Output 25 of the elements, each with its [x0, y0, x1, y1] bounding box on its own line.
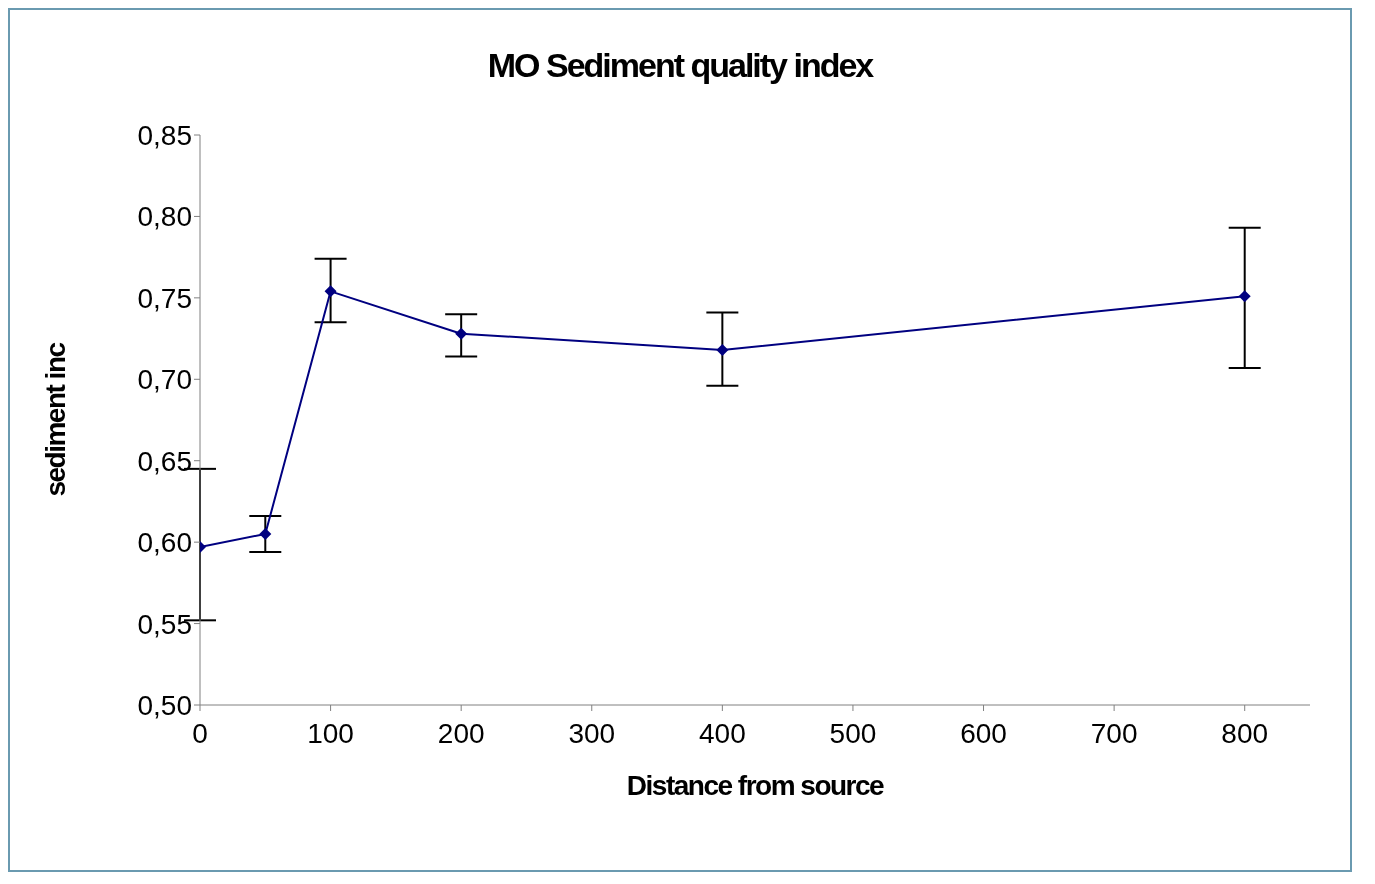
y-tick-label: 0,75: [137, 282, 192, 314]
y-axis-title: sediment inc: [39, 342, 71, 497]
point: [455, 327, 468, 340]
point: [1238, 290, 1251, 303]
x-tick-label: 500: [829, 717, 877, 749]
point: [259, 528, 272, 540]
x-tick-label: 700: [1090, 717, 1138, 749]
point: [324, 285, 337, 298]
y-tick-label: 0,60: [137, 527, 192, 559]
y-tick-label: 0,65: [137, 445, 192, 477]
y-tick-label: 0,50: [137, 689, 192, 721]
x-tick-label: 100: [307, 717, 354, 749]
y-tick-label: 0,85: [137, 119, 192, 151]
chart-title: MO Sediment quality index: [486, 45, 874, 85]
x-tick-label: 0: [192, 717, 208, 749]
point: [716, 343, 729, 356]
x-axis-title: Distance from source: [626, 770, 885, 801]
x-tick-label: 200: [437, 717, 485, 749]
y-tick-label: 0,70: [137, 364, 192, 396]
x-tick-label: 800: [1221, 717, 1269, 749]
y-tick-label: 0,55: [137, 608, 192, 640]
x-tick-label: 600: [960, 717, 1007, 749]
y-tick-label: 0,80: [137, 201, 192, 233]
x-tick-label: 300: [568, 717, 616, 749]
x-tick-label: 400: [698, 717, 746, 749]
